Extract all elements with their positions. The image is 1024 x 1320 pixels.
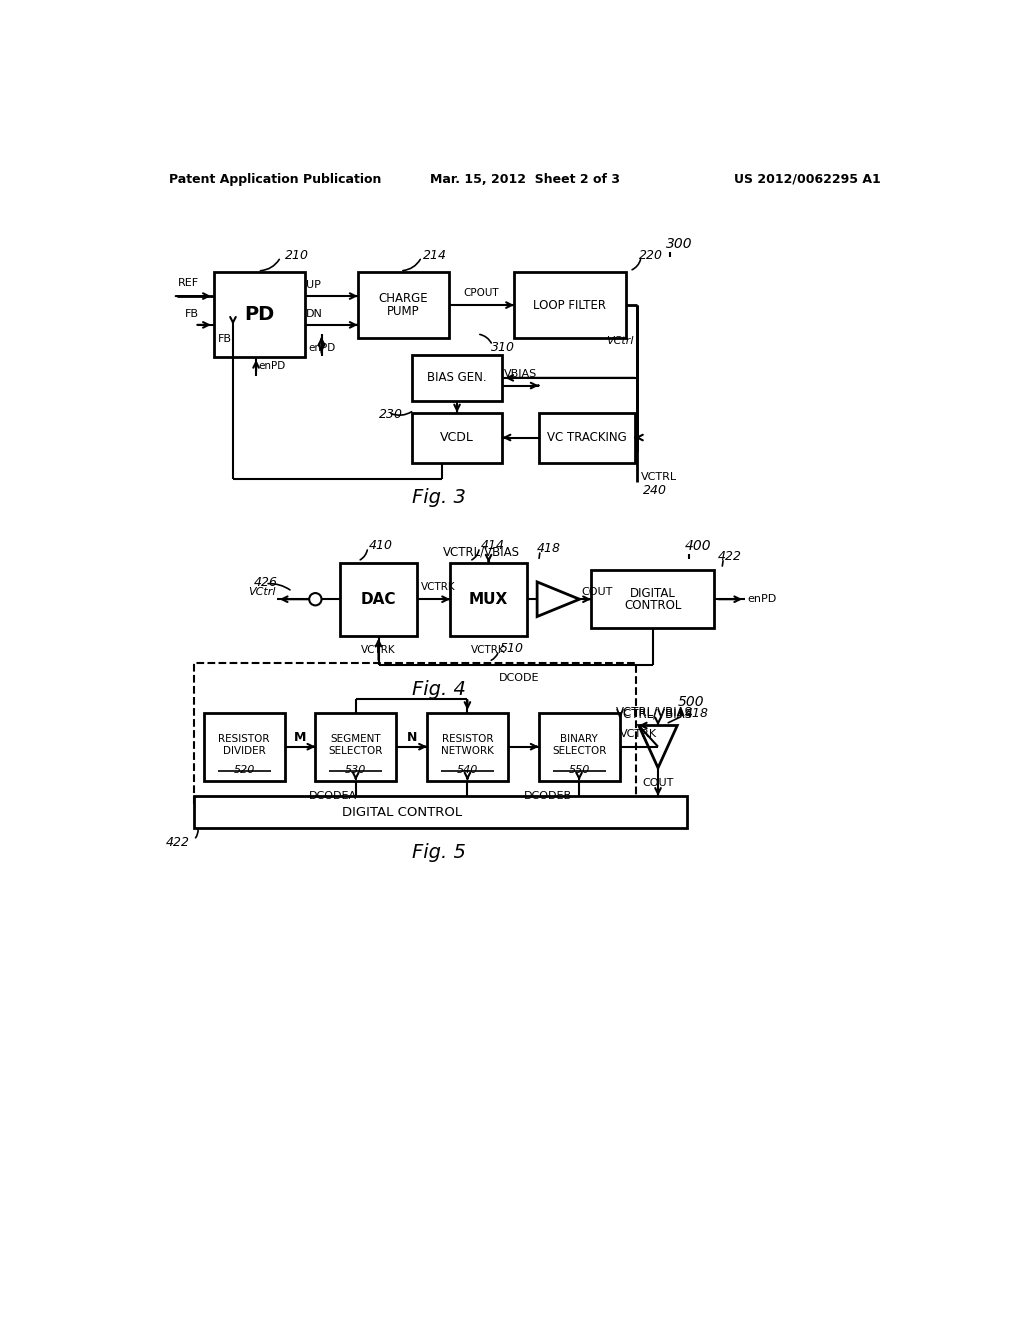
Text: PUMP: PUMP xyxy=(387,305,420,318)
Text: 410: 410 xyxy=(370,539,393,552)
Text: Fig. 4: Fig. 4 xyxy=(412,680,466,700)
Text: 520: 520 xyxy=(233,764,255,775)
Text: FB: FB xyxy=(217,334,231,345)
Text: 422: 422 xyxy=(166,836,189,849)
Text: 418: 418 xyxy=(538,543,561,556)
Text: FB: FB xyxy=(184,309,199,318)
Text: N: N xyxy=(407,730,417,743)
Text: Patent Application Publication: Patent Application Publication xyxy=(169,173,381,186)
Polygon shape xyxy=(538,582,580,616)
Text: DCODEB: DCODEB xyxy=(524,792,572,801)
Text: enPD: enPD xyxy=(308,343,336,354)
Text: DAC: DAC xyxy=(360,591,396,607)
Text: 214: 214 xyxy=(423,249,447,261)
Text: VCtrl: VCtrl xyxy=(248,586,275,597)
Text: DCODE: DCODE xyxy=(499,673,540,682)
Text: 300: 300 xyxy=(666,236,692,251)
Text: VCTRL/VBIAS: VCTRL/VBIAS xyxy=(442,545,519,558)
Text: SEGMENT: SEGMENT xyxy=(331,734,381,744)
Text: RESISTOR: RESISTOR xyxy=(441,734,494,744)
Text: US 2012/0062295 A1: US 2012/0062295 A1 xyxy=(734,173,881,186)
Text: 310: 310 xyxy=(490,341,515,354)
Bar xyxy=(194,796,686,829)
Text: M: M xyxy=(294,730,306,743)
Bar xyxy=(539,413,635,462)
Text: 220: 220 xyxy=(639,249,663,261)
Text: UP: UP xyxy=(306,280,322,290)
Text: 414: 414 xyxy=(481,539,505,552)
Text: VCTRL: VCTRL xyxy=(641,471,677,482)
Text: DN: DN xyxy=(305,309,323,318)
Bar xyxy=(194,663,637,805)
Bar xyxy=(340,562,417,636)
Text: Fig. 3: Fig. 3 xyxy=(412,487,466,507)
Bar xyxy=(357,272,449,338)
Text: VCtrl: VCtrl xyxy=(606,335,634,346)
Text: 510: 510 xyxy=(500,643,524,656)
Text: VCTRK: VCTRK xyxy=(421,582,456,593)
Text: VCTRL/VBIAS: VCTRL/VBIAS xyxy=(615,706,692,719)
Text: enPD: enPD xyxy=(748,594,776,605)
Text: 550: 550 xyxy=(568,764,590,775)
Text: enPD: enPD xyxy=(258,360,286,371)
Text: MUX: MUX xyxy=(469,591,508,607)
Text: DIGITAL: DIGITAL xyxy=(630,587,676,601)
Text: 530: 530 xyxy=(345,764,367,775)
Bar xyxy=(427,713,508,780)
Text: CHARGE: CHARGE xyxy=(378,293,428,305)
Text: VCDL: VCDL xyxy=(440,432,474,444)
Bar xyxy=(315,713,396,780)
Bar xyxy=(514,272,626,338)
Bar xyxy=(412,355,503,401)
Text: REF: REF xyxy=(178,279,200,288)
Text: COUT: COUT xyxy=(642,777,674,788)
Bar xyxy=(412,413,503,462)
Text: CONTROL: CONTROL xyxy=(624,599,681,612)
Text: 400: 400 xyxy=(685,539,712,553)
Text: VBIAS: VBIAS xyxy=(504,368,538,379)
Text: COUT: COUT xyxy=(582,586,613,597)
Polygon shape xyxy=(639,726,677,768)
Text: VCTRL/VBIAS: VCTRL/VBIAS xyxy=(615,708,692,721)
Text: DIGITAL CONTROL: DIGITAL CONTROL xyxy=(342,805,462,818)
Text: BIAS GEN.: BIAS GEN. xyxy=(427,371,486,384)
Text: Mar. 15, 2012  Sheet 2 of 3: Mar. 15, 2012 Sheet 2 of 3 xyxy=(430,173,620,186)
Text: 540: 540 xyxy=(457,764,478,775)
Text: DCODEA: DCODEA xyxy=(308,792,356,801)
Text: PD: PD xyxy=(244,305,274,325)
Text: SELECTOR: SELECTOR xyxy=(329,746,383,755)
Text: 426: 426 xyxy=(254,576,278,589)
Text: NETWORK: NETWORK xyxy=(441,746,494,755)
Text: CPOUT: CPOUT xyxy=(464,288,499,298)
Bar xyxy=(451,562,527,636)
Text: DIVIDER: DIVIDER xyxy=(223,746,265,755)
Text: 418: 418 xyxy=(685,708,709,721)
Bar xyxy=(539,713,620,780)
Text: VC TRACKING: VC TRACKING xyxy=(547,432,627,444)
Text: 422: 422 xyxy=(718,550,742,564)
Text: VCTRK: VCTRK xyxy=(471,645,506,655)
Bar xyxy=(214,272,304,358)
Text: VCTRK: VCTRK xyxy=(361,645,396,655)
Text: VCTRK: VCTRK xyxy=(621,729,657,739)
Text: RESISTOR: RESISTOR xyxy=(218,734,270,744)
Bar xyxy=(591,570,714,628)
Text: LOOP FILTER: LOOP FILTER xyxy=(534,298,606,312)
Text: 230: 230 xyxy=(379,408,402,421)
Text: 500: 500 xyxy=(677,694,703,709)
Text: 240: 240 xyxy=(643,484,668,498)
Text: BINARY: BINARY xyxy=(560,734,598,744)
Text: SELECTOR: SELECTOR xyxy=(552,746,606,755)
Text: 210: 210 xyxy=(285,249,308,261)
Text: Fig. 5: Fig. 5 xyxy=(412,843,466,862)
Bar xyxy=(204,713,285,780)
